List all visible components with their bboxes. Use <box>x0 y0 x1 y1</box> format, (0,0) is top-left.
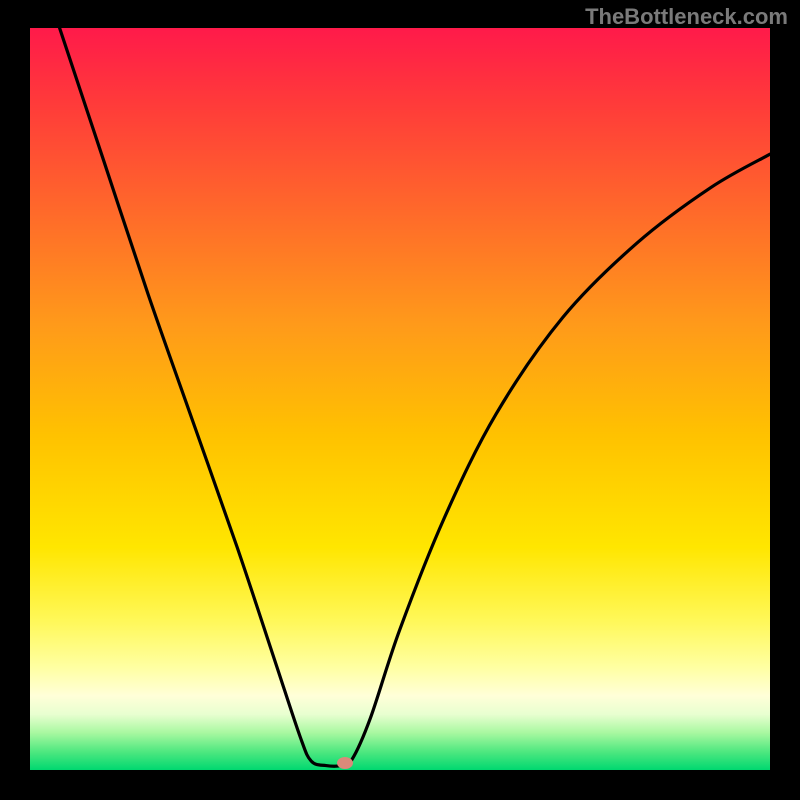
optimum-marker <box>337 757 353 769</box>
frame-left <box>0 28 30 800</box>
chart-container: TheBottleneck.com <box>0 0 800 800</box>
plot-area <box>30 28 770 770</box>
frame-right <box>770 28 800 800</box>
watermark-text: TheBottleneck.com <box>585 4 788 30</box>
frame-bottom <box>0 770 800 800</box>
bottleneck-curve <box>30 28 770 770</box>
